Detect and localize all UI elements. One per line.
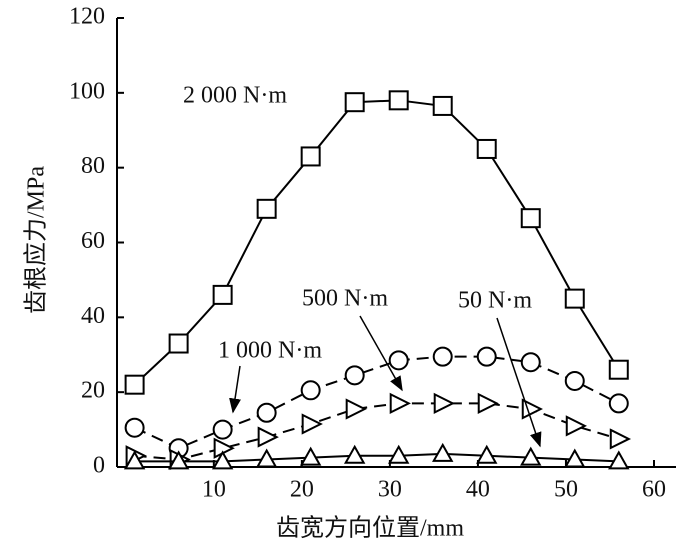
marker-square (564, 288, 585, 309)
series-line (133, 99, 620, 386)
marker-triangle (609, 428, 632, 450)
marker-circle (432, 346, 453, 367)
marker-triangle (476, 444, 498, 464)
marker-triangle (564, 448, 586, 468)
marker-square (168, 333, 189, 354)
marker-circle (520, 352, 541, 373)
x-tick-label: 40 (466, 477, 490, 503)
y-tick-label: 80 (81, 153, 105, 179)
marker-square (124, 374, 145, 395)
label-arrow (229, 365, 241, 414)
marker-triangle (211, 450, 234, 470)
marker-triangle (257, 426, 279, 448)
marker-triangle (520, 446, 542, 466)
y-tick-label: 60 (81, 228, 105, 254)
x-tick-label: 50 (554, 477, 578, 503)
marker-triangle (343, 444, 366, 464)
y-axis-label: 齿根应力/MPa (23, 166, 50, 314)
y-tick-label: 40 (81, 303, 105, 329)
marker-triangle (389, 392, 411, 415)
marker-square (520, 208, 541, 229)
marker-triangle (432, 442, 454, 462)
y-tick-label: 100 (69, 78, 105, 104)
marker-square (212, 284, 233, 305)
y-tick-label: 120 (69, 4, 105, 30)
marker-triangle (608, 450, 630, 470)
series-label: 500 N·m (302, 286, 388, 312)
y-tick-label: 0 (93, 453, 105, 479)
marker-circle (388, 350, 409, 371)
series-line (134, 402, 620, 461)
marker-circle (476, 346, 497, 367)
marker-triangle (565, 415, 588, 437)
marker-square (388, 90, 409, 111)
marker-circle (344, 365, 365, 386)
series-line (134, 355, 620, 450)
marker-circle (124, 417, 145, 438)
marker-triangle (299, 446, 322, 466)
marker-square (432, 95, 453, 116)
series-label: 50 N·m (458, 288, 532, 314)
marker-circle (212, 419, 233, 440)
marker-triangle (301, 413, 323, 435)
marker-triangle (477, 392, 499, 415)
x-tick-label: 10 (202, 477, 226, 503)
marker-square (608, 359, 629, 380)
marker-square (256, 198, 277, 219)
marker-circle (608, 393, 629, 414)
marker-square (300, 146, 321, 167)
label-arrow (359, 315, 403, 392)
marker-triangle (123, 450, 146, 470)
x-tick-label: 30 (378, 477, 402, 503)
marker-square (344, 92, 365, 113)
marker-triangle (433, 392, 455, 415)
marker-triangle (255, 448, 278, 468)
y-tick-label: 20 (81, 378, 105, 404)
series-label: 2 000 N·m (183, 83, 287, 109)
marker-circle (564, 370, 585, 391)
x-tick-label: 20 (290, 477, 314, 503)
series-line (134, 452, 619, 463)
marker-square (476, 138, 497, 159)
marker-triangle (521, 398, 543, 420)
series-label: 1 000 N·m (218, 338, 322, 364)
x-tick-label: 60 (642, 477, 666, 503)
x-axis-label: 齿宽方向位置/mm (276, 515, 464, 542)
marker-circle (300, 380, 321, 401)
marker-circle (256, 402, 277, 423)
label-arrow (496, 317, 542, 448)
marker-triangle (167, 450, 190, 470)
marker-triangle (345, 398, 367, 420)
marker-triangle (387, 444, 410, 464)
